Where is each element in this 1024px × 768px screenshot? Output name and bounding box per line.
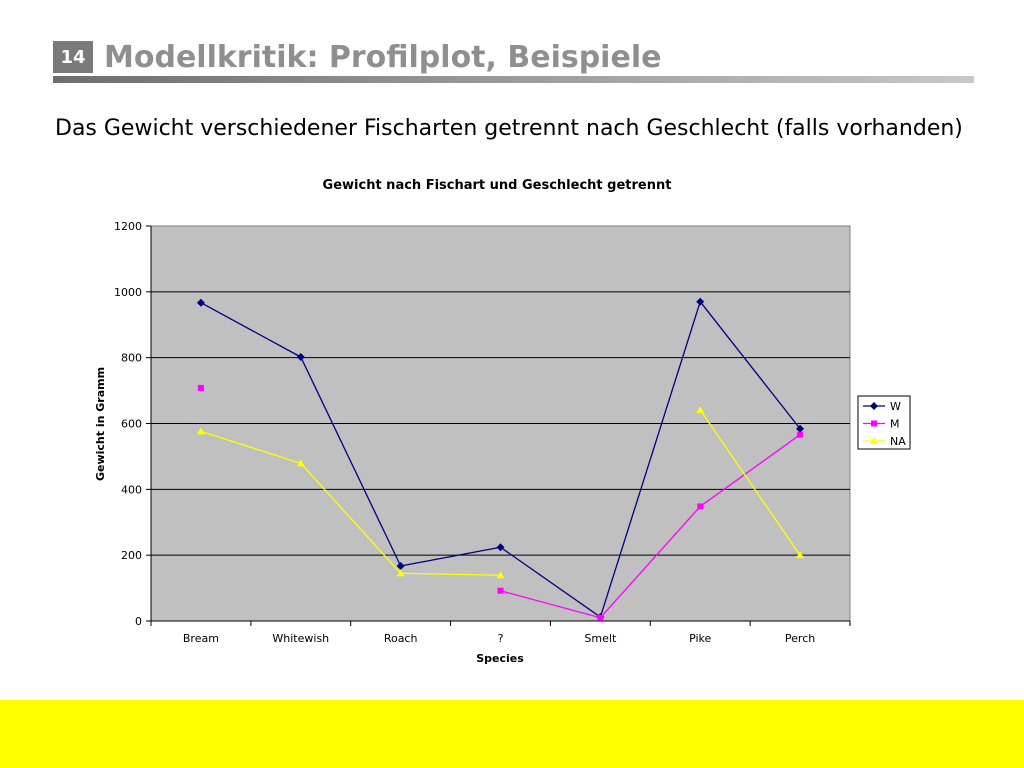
legend-box (857, 395, 911, 450)
legend-marker-w (870, 402, 878, 410)
series-na-point (496, 571, 505, 579)
x-tick-label: Smelt (584, 632, 617, 645)
series-w-point (696, 297, 705, 306)
x-axis-ticks: Bream Whitewish Roach? Smelt Pike Perch (150, 620, 851, 645)
series-w-segment (699, 301, 801, 430)
y-tick-label: 600 (121, 418, 142, 431)
series-m-segment (599, 506, 701, 619)
series-m-point (197, 384, 204, 391)
profile-line-chart: Gewicht nach Fischart und Geschlecht get… (94, 178, 911, 665)
series-w-segment (300, 356, 402, 567)
series-w-point (196, 298, 205, 307)
series-w-point (296, 353, 305, 362)
legend-marker-m (871, 420, 877, 427)
series-m-point (797, 431, 804, 438)
series-w-segment (200, 302, 302, 358)
y-tick-label: 800 (121, 352, 142, 365)
series-layer (196, 297, 805, 622)
chart-title: Gewicht nach Fischart und Geschlecht get… (323, 178, 672, 193)
series-na-point (796, 551, 805, 559)
series-na-segment (699, 409, 801, 556)
x-tick-label: Perch (785, 632, 815, 645)
footer-band (0, 700, 1024, 768)
series-m (197, 384, 804, 621)
slide-subtitle: Das Gewicht verschiedener Fischarten get… (55, 116, 963, 141)
series-w-point (796, 424, 805, 433)
series-m-point (497, 587, 504, 594)
x-tick-label: Pike (689, 632, 711, 645)
series-na-point (396, 569, 405, 577)
series-m-segment (699, 434, 801, 507)
y-axis-label: Gewicht in Gramm (94, 367, 107, 481)
series-m-point (697, 503, 704, 510)
legend-label-w: W (890, 400, 901, 413)
x-tick-label: Whitewish (272, 632, 329, 645)
series-na-point (296, 459, 305, 467)
legend: WM NA (857, 395, 911, 450)
series-na-segment (300, 462, 402, 574)
y-tick-label: 1200 (114, 220, 142, 233)
y-tick-label: 1000 (114, 286, 142, 299)
series-m-segment (500, 590, 601, 619)
slide-number-badge: 14 (53, 41, 93, 73)
series-na-segment (200, 430, 301, 464)
series-w-segment (400, 546, 501, 567)
slide-title: Modellkritik: Profilplot, Beispiele (104, 40, 662, 75)
x-tick-label: Roach (384, 632, 418, 645)
y-tick-label: 0 (135, 615, 142, 628)
series-w-point (396, 562, 405, 571)
series-na-segment (400, 572, 501, 576)
series-m-point (597, 614, 604, 621)
legend-marker-na (870, 437, 878, 444)
title-underline (53, 76, 974, 83)
legend-label-na: NA (890, 435, 906, 448)
y-tick-label: 400 (121, 483, 142, 496)
series-w-segment (500, 546, 601, 618)
y-tick-label: 200 (121, 549, 142, 562)
y-axis-ticks: 0 200 400 600 800 1000 1200 (114, 220, 152, 628)
series-na-point (196, 427, 205, 435)
x-tick-label: Bream (183, 632, 219, 645)
series-w-segment (599, 301, 701, 618)
series-w-point (496, 543, 505, 552)
x-axis-label: Species (476, 652, 524, 665)
x-tick-label: ? (498, 632, 504, 645)
series-na-point (696, 406, 705, 414)
gridlines (151, 291, 850, 556)
series-na (196, 406, 805, 579)
legend-label-m: M (890, 418, 900, 431)
